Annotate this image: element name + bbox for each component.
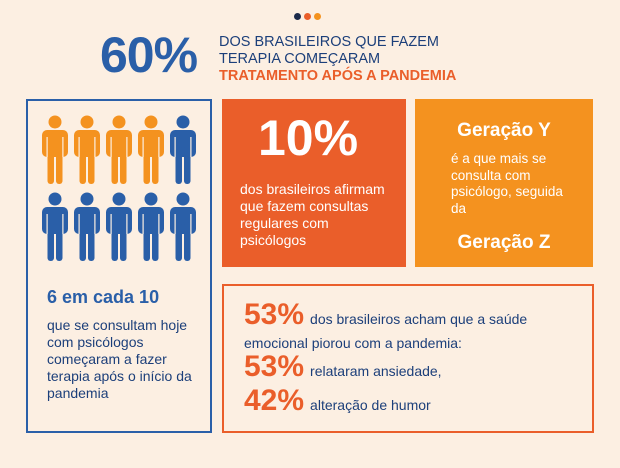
person-icon: [74, 115, 100, 184]
people-title: 6 em cada 10: [47, 287, 160, 307]
people-caption: 6 em cada 10 que se consultam hoje com p…: [47, 287, 207, 402]
stat-1-text: dos brasileiros acham que a saúde: [310, 311, 528, 327]
people-icon-grid: [40, 115, 198, 262]
person-icon: [138, 192, 164, 261]
headline-percent: 60%: [100, 27, 198, 83]
headline-text: DOS BRASILEIROS QUE FAZEM TERAPIA COMEÇA…: [219, 34, 456, 85]
stat-row-3: 42% alteração de humor: [244, 386, 431, 416]
generation-z-title: Geração Z: [457, 232, 551, 253]
emotional-health-panel: 53% dos brasileiros acham que a saúde em…: [222, 284, 594, 433]
dot-dark: [294, 13, 301, 20]
generation-panel: Geração Y é a que mais se consulta com p…: [415, 99, 593, 267]
person-icon: [42, 192, 68, 261]
person-icon: [42, 115, 68, 184]
stat-10-text: dos brasileiros afirmam que fazem consul…: [240, 181, 385, 248]
decorative-dots: [294, 13, 321, 20]
stat-3-text: alteração de humor: [310, 397, 431, 413]
stat-10-percent: 10%: [258, 110, 359, 166]
person-icon: [170, 192, 196, 261]
headline-line3: TRATAMENTO APÓS A PANDEMIA: [219, 68, 457, 84]
generation-text: é a que mais se consulta com psicólogo, …: [451, 151, 563, 216]
person-icon: [106, 192, 132, 261]
dot-orange: [304, 13, 311, 20]
dot-light-orange: [314, 13, 321, 20]
headline-line1: DOS BRASILEIROS QUE FAZEM: [219, 34, 439, 50]
stat-1-percent: 53%: [244, 298, 305, 331]
stat-row-2: 53% relataram ansiedade,: [244, 352, 442, 382]
person-icon: [138, 115, 164, 184]
stat-row-1: 53% dos brasileiros acham que a saúde: [244, 300, 527, 330]
person-icon: [74, 192, 100, 261]
people-text: que se consultam hoje com psicólogos com…: [47, 317, 192, 401]
stat-10-panel: 10% dos brasileiros afirmam que fazem co…: [222, 99, 406, 267]
headline-line2: TERAPIA COMEÇARAM: [219, 51, 381, 67]
person-icon: [170, 115, 196, 184]
generation-y-title: Geração Y: [457, 120, 551, 141]
stat-2-text: relataram ansiedade,: [310, 363, 442, 379]
stat-2-percent: 53%: [244, 350, 305, 383]
stat-1-text-cont: emocional piorou com a pandemia:: [244, 335, 462, 351]
people-panel: 6 em cada 10 que se consultam hoje com p…: [26, 99, 212, 433]
person-icon: [106, 115, 132, 184]
stat-3-percent: 42%: [244, 384, 305, 417]
